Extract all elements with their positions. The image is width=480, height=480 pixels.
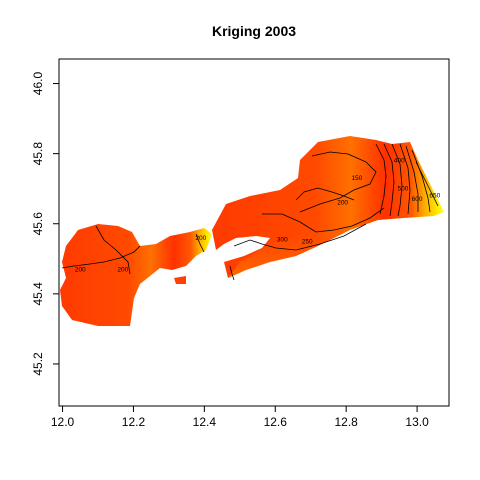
contour-line bbox=[391, 143, 403, 217]
contour-label: 600 bbox=[412, 196, 423, 203]
x-tick-group: 12.2 bbox=[122, 406, 146, 429]
contour-line bbox=[405, 145, 419, 212]
contour-line bbox=[195, 233, 205, 253]
x-tick-group: 13.0 bbox=[405, 406, 429, 429]
y-tick-group: 45.8 bbox=[31, 142, 59, 166]
y-tick-group: 45.6 bbox=[31, 212, 59, 236]
contour-lines bbox=[61, 143, 439, 281]
contour-label: 200 bbox=[195, 235, 206, 242]
contour-line bbox=[383, 143, 395, 217]
contour-line bbox=[399, 143, 411, 215]
surface-south-shading bbox=[228, 224, 350, 278]
y-tick-label: 45.2 bbox=[31, 352, 45, 376]
y-tick-label: 46.0 bbox=[31, 72, 45, 96]
contour-line bbox=[415, 161, 439, 207]
surface-islet bbox=[174, 276, 186, 284]
contour-labels: 200 200 200 150 200 250 300 400 500 600 … bbox=[75, 158, 441, 274]
x-tick-label: 12.4 bbox=[193, 415, 217, 429]
contour-label: 250 bbox=[302, 238, 313, 245]
contour-line bbox=[295, 187, 355, 201]
chart-title: Kriging 2003 bbox=[212, 23, 296, 39]
y-tick-label: 45.8 bbox=[31, 142, 45, 166]
contour-line bbox=[299, 151, 377, 213]
contour-label: 300 bbox=[277, 237, 288, 244]
contour-line bbox=[375, 143, 387, 215]
contour-line bbox=[262, 207, 385, 233]
contour-line bbox=[411, 149, 431, 213]
contour-label: 150 bbox=[351, 175, 362, 182]
contour-label: 650 bbox=[429, 193, 440, 200]
x-tick-group: 12.6 bbox=[264, 406, 288, 429]
contour-line bbox=[95, 225, 131, 275]
x-tick-group: 12.0 bbox=[51, 406, 75, 429]
y-axis: 45.2 45.4 45.6 45.8 46.0 bbox=[31, 72, 59, 376]
y-tick-group: 45.2 bbox=[31, 352, 59, 376]
contour-label: 200 bbox=[117, 266, 128, 273]
y-tick-group: 46.0 bbox=[31, 72, 59, 96]
x-tick-label: 13.0 bbox=[405, 415, 429, 429]
y-tick-label: 45.6 bbox=[31, 212, 45, 236]
x-tick-group: 12.8 bbox=[335, 406, 359, 429]
contour-label: 400 bbox=[394, 158, 405, 165]
x-tick-group: 12.4 bbox=[193, 406, 217, 429]
contour-line bbox=[61, 245, 141, 269]
contour-line bbox=[233, 223, 367, 251]
x-axis: 12.0 12.2 12.4 12.6 12.8 13.0 bbox=[51, 406, 429, 429]
y-tick-group: 45.4 bbox=[31, 282, 59, 306]
x-tick-label: 12.6 bbox=[264, 415, 288, 429]
contour-label: 200 bbox=[75, 266, 86, 273]
x-tick-label: 12.2 bbox=[122, 415, 146, 429]
surface-west-lobe bbox=[60, 224, 212, 326]
surface-central-lobe bbox=[212, 136, 444, 278]
contour-label: 500 bbox=[397, 186, 408, 193]
contour-line bbox=[229, 265, 235, 281]
kriging-surface bbox=[60, 136, 444, 326]
y-tick-label: 45.4 bbox=[31, 282, 45, 306]
contour-label: 200 bbox=[337, 200, 348, 207]
plot-frame bbox=[58, 58, 450, 407]
x-tick-label: 12.8 bbox=[335, 415, 359, 429]
x-tick-label: 12.0 bbox=[51, 415, 75, 429]
